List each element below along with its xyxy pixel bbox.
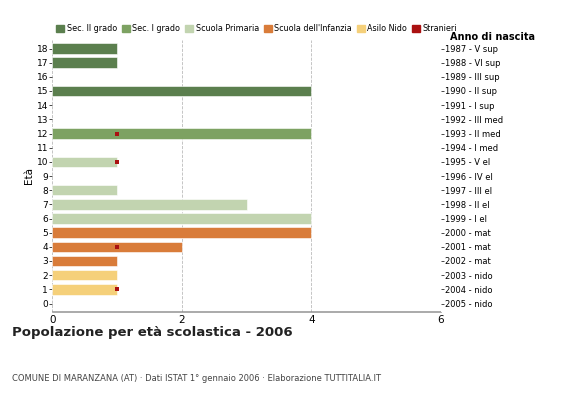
Text: COMUNE DI MARANZANA (AT) · Dati ISTAT 1° gennaio 2006 · Elaborazione TUTTITALIA.: COMUNE DI MARANZANA (AT) · Dati ISTAT 1°… [12,374,380,383]
Text: Anno di nascita: Anno di nascita [450,32,535,42]
Bar [52,213,311,224]
Text: Popolazione per età scolastica - 2006: Popolazione per età scolastica - 2006 [12,326,292,339]
Bar [52,284,117,295]
Bar [52,86,311,96]
Bar [52,256,117,266]
Bar [52,57,117,68]
Y-axis label: Età: Età [24,168,34,184]
Bar [52,227,311,238]
Bar [52,270,117,280]
Bar [52,43,117,54]
Bar [52,185,117,196]
Bar [52,242,182,252]
Bar [52,128,311,139]
Bar [52,156,117,167]
Bar [52,199,246,210]
Legend: Sec. II grado, Sec. I grado, Scuola Primaria, Scuola dell'Infanzia, Asilo Nido, : Sec. II grado, Sec. I grado, Scuola Prim… [56,24,457,33]
